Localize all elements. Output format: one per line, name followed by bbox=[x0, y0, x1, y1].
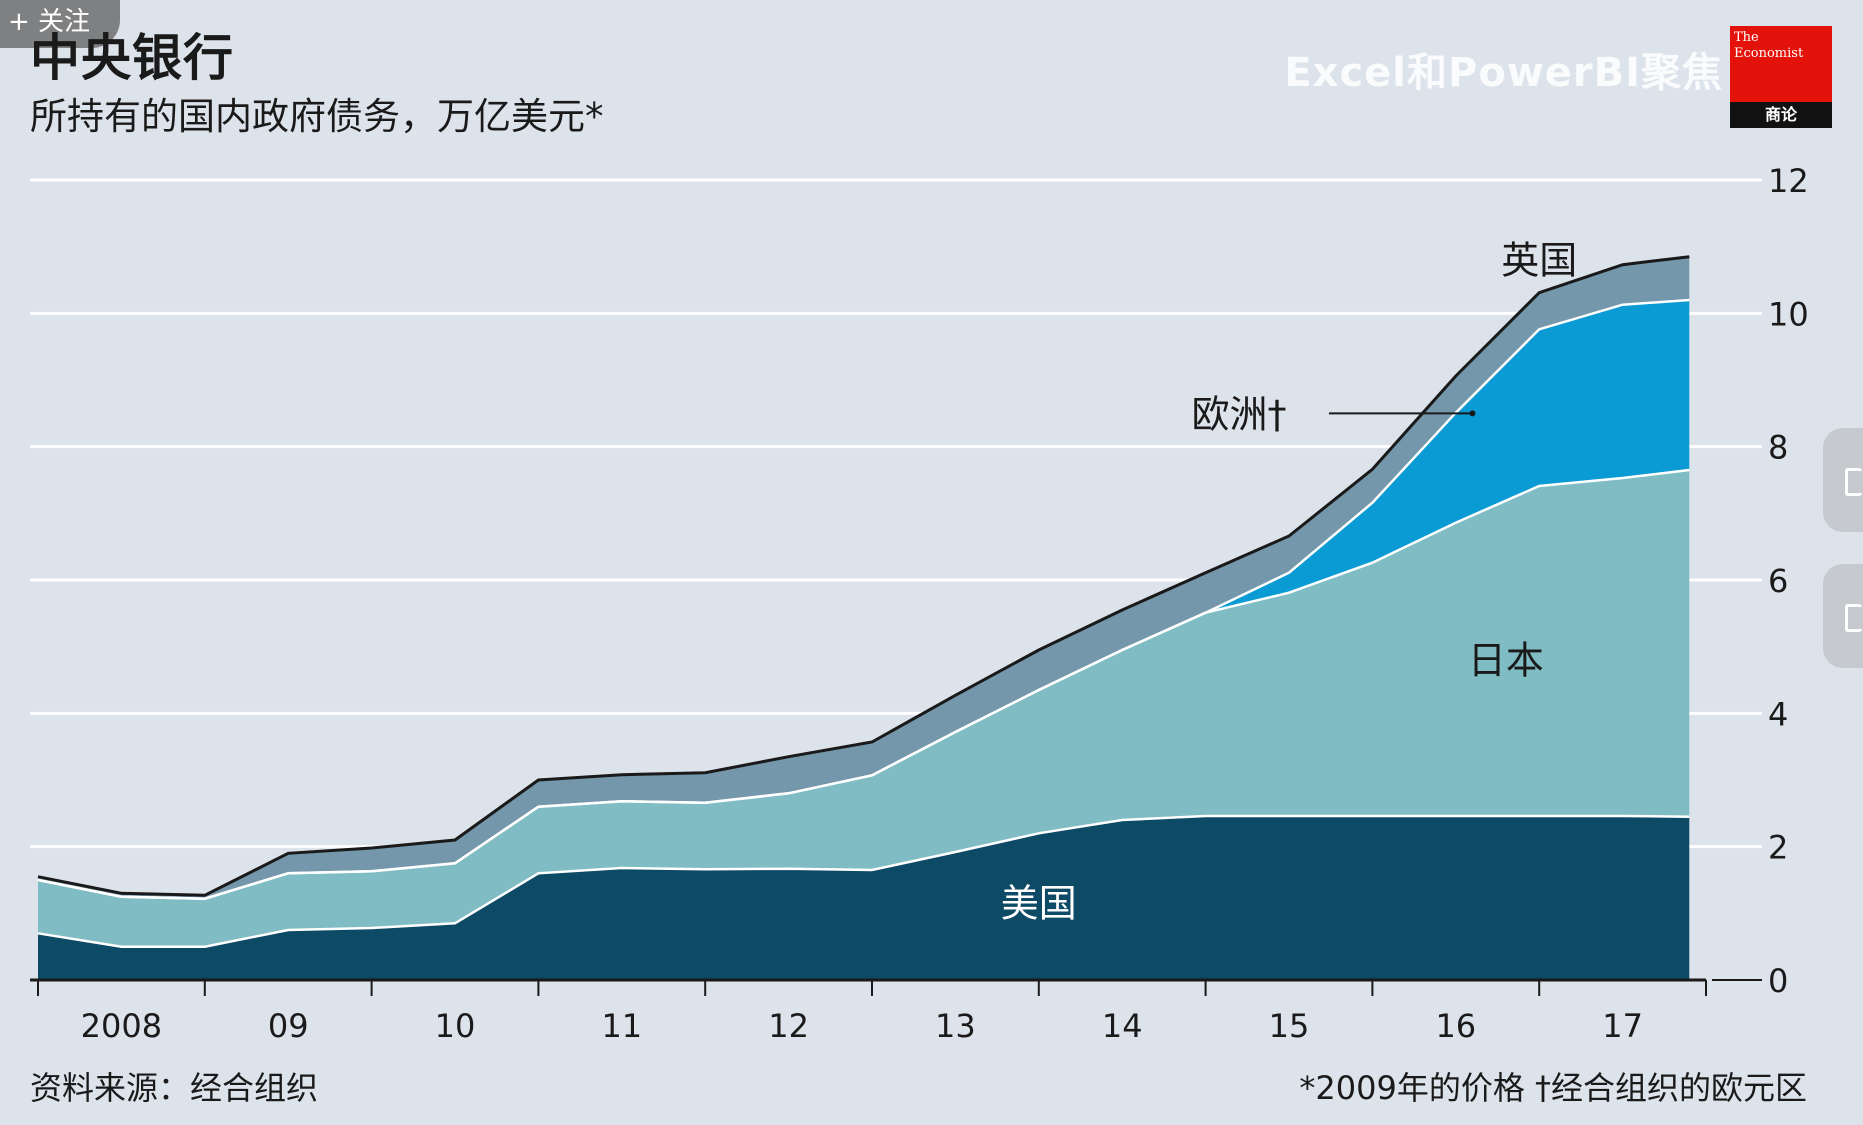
series-boundary-line bbox=[37, 814, 1690, 948]
side-panel-button-1[interactable] bbox=[1823, 428, 1863, 532]
x-tick-label: 12 bbox=[768, 1007, 809, 1045]
y-tick-label: 0 bbox=[1768, 962, 1788, 1000]
callout-dot bbox=[1469, 410, 1476, 417]
panel-icon bbox=[1845, 468, 1862, 496]
area-uk bbox=[38, 256, 1690, 899]
follow-button[interactable]: + 关注 bbox=[0, 0, 121, 48]
area-europe bbox=[38, 300, 1690, 899]
economist-logo: The Economist 商论 bbox=[1730, 26, 1832, 128]
x-tick-label: 11 bbox=[601, 1007, 642, 1045]
x-tick-label: 14 bbox=[1102, 1007, 1143, 1045]
side-panel-button-2[interactable] bbox=[1823, 564, 1863, 668]
series-label: 英国 bbox=[1501, 238, 1577, 282]
y-tick-label: 6 bbox=[1768, 562, 1788, 600]
logo-red-block: The Economist bbox=[1730, 26, 1832, 102]
logo-sub-text: 商论 bbox=[1730, 102, 1832, 128]
x-axis: 2008 09 10 11 12 13 14 15 16 17 bbox=[30, 978, 1762, 1045]
panel-icon bbox=[1845, 604, 1862, 632]
x-tick-label: 15 bbox=[1269, 1007, 1310, 1045]
y-tick-label: 4 bbox=[1768, 695, 1788, 733]
x-tick-label: 09 bbox=[268, 1007, 309, 1045]
x-tick-label: 16 bbox=[1435, 1007, 1476, 1045]
series-label: 美国 bbox=[1001, 882, 1077, 926]
area-us bbox=[38, 816, 1690, 980]
y-axis-ticks: 0 2 4 6 8 10 12 bbox=[1768, 162, 1809, 1000]
y-tick-label: 10 bbox=[1768, 295, 1809, 333]
series-boundary-line bbox=[37, 298, 1690, 900]
logo-brand-text: The Economist bbox=[1734, 30, 1804, 61]
total-line bbox=[37, 255, 1690, 897]
x-tick-label: 13 bbox=[935, 1007, 976, 1045]
y-tick-label: 2 bbox=[1768, 829, 1788, 867]
chart-subtitle: 所持有的国内政府债务，万亿美元* bbox=[30, 95, 604, 138]
footnote: *2009年的价格 †经合组织的欧元区 bbox=[1299, 1069, 1807, 1107]
x-tick-label: 17 bbox=[1602, 1007, 1643, 1045]
y-tick-label: 8 bbox=[1768, 429, 1788, 467]
source-note: 资料来源：经合组织 bbox=[30, 1069, 319, 1107]
channel-watermark: Excel和PowerBI聚焦 bbox=[1284, 50, 1723, 96]
y-tick-label: 12 bbox=[1768, 162, 1809, 200]
series-label: 欧洲† bbox=[1191, 392, 1286, 436]
stacked-areas bbox=[37, 255, 1690, 980]
x-tick-label: 2008 bbox=[81, 1007, 162, 1045]
series-label: 日本 bbox=[1468, 638, 1544, 682]
chart-title: 中央银行 bbox=[30, 29, 234, 87]
x-tick-label: 10 bbox=[435, 1007, 476, 1045]
